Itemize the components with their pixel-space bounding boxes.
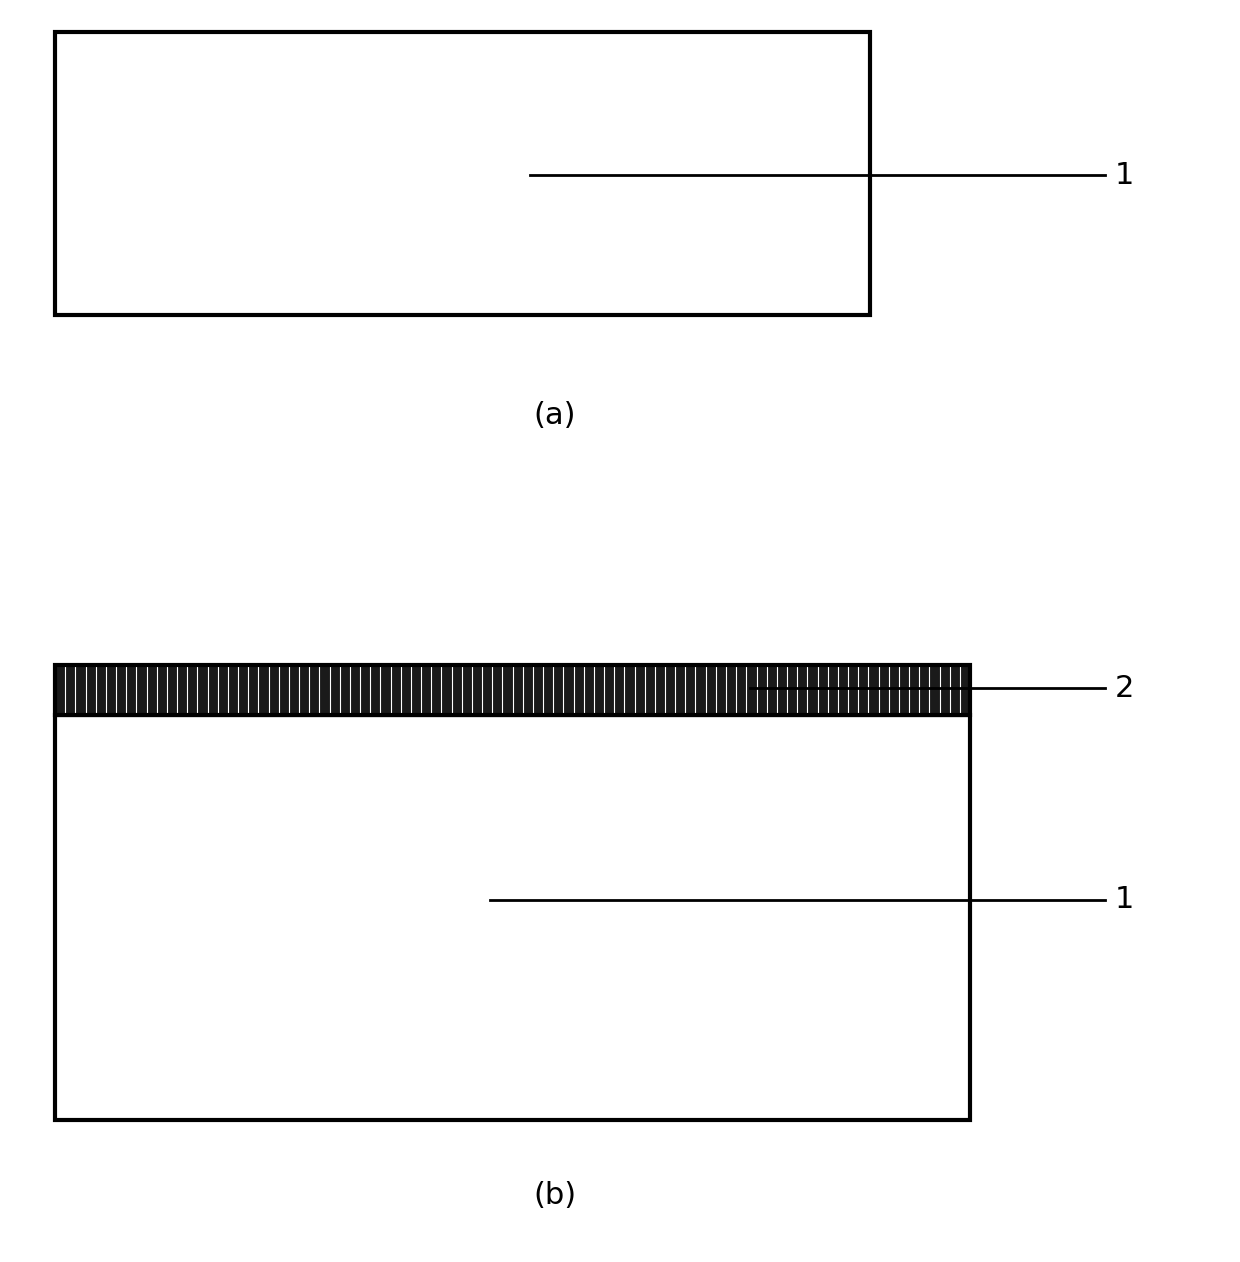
Text: (b): (b) (533, 1180, 577, 1209)
Text: 1: 1 (1115, 160, 1135, 189)
Text: 2: 2 (1115, 674, 1135, 703)
Bar (55, 665, 970, 716)
Bar (55, 665, 970, 716)
Bar (55, 32, 870, 316)
Bar (55, 716, 970, 1119)
Text: (a): (a) (533, 400, 577, 429)
Text: 1: 1 (1115, 886, 1135, 915)
